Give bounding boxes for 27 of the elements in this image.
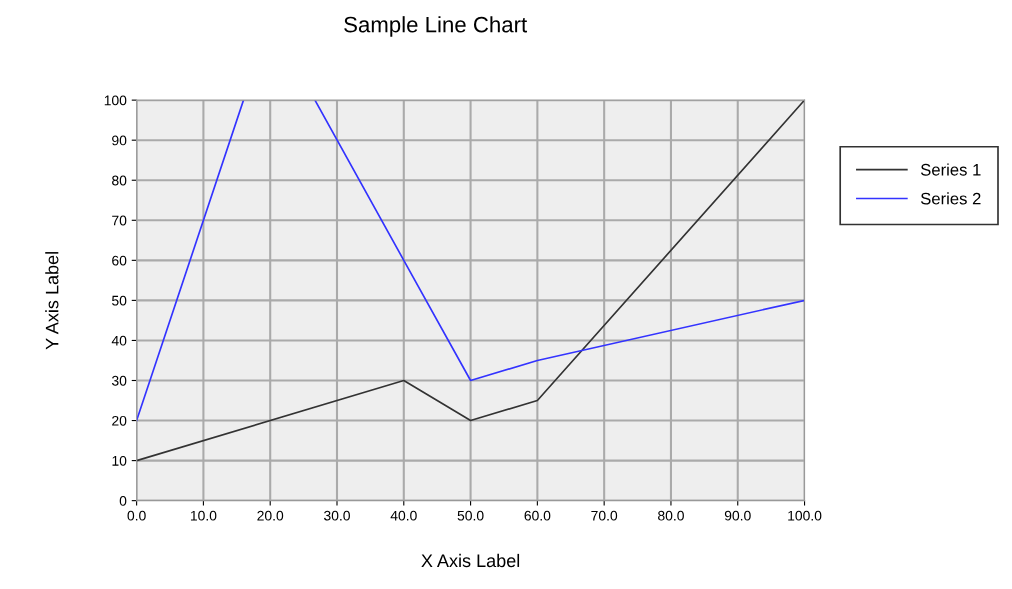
y-tick-label: 80 — [112, 175, 127, 186]
x-tick-label: 80.0 — [658, 510, 684, 521]
x-tick-label: 60.0 — [524, 510, 551, 521]
x-tick-label: 10.0 — [190, 510, 217, 521]
x-tick-label: 0.0 — [127, 510, 146, 521]
y-tick-label: 10 — [112, 455, 127, 466]
x-tick-label: 70.0 — [591, 510, 618, 521]
legend-label: Series 1 — [920, 163, 981, 176]
x-tick-label: 20.0 — [257, 510, 284, 521]
y-tick-label: 100 — [104, 95, 127, 106]
chart-title: Sample Line Chart — [344, 16, 528, 37]
y-tick-label: 90 — [112, 135, 127, 146]
y-tick-label: 50 — [112, 295, 127, 306]
x-axis-title: X Axis Label — [421, 553, 520, 568]
y-tick-label: 40 — [111, 335, 127, 346]
y-tick-label: 20 — [112, 415, 127, 426]
y-tick-label: 0 — [119, 495, 127, 506]
x-tick-label: 40.0 — [390, 510, 417, 521]
y-axis-title: Y Axis Label — [45, 252, 59, 350]
y-tick-label: 30 — [111, 375, 127, 386]
x-tick-label: 50.0 — [457, 510, 484, 521]
y-tick-label: 60 — [112, 255, 127, 266]
x-tick-label: 100.0 — [788, 510, 822, 521]
x-tick-label: 90.0 — [724, 510, 751, 521]
y-tick-label: 70 — [112, 215, 127, 226]
x-tick-label: 30.0 — [324, 510, 350, 521]
legend-label: Series 2 — [920, 192, 981, 205]
